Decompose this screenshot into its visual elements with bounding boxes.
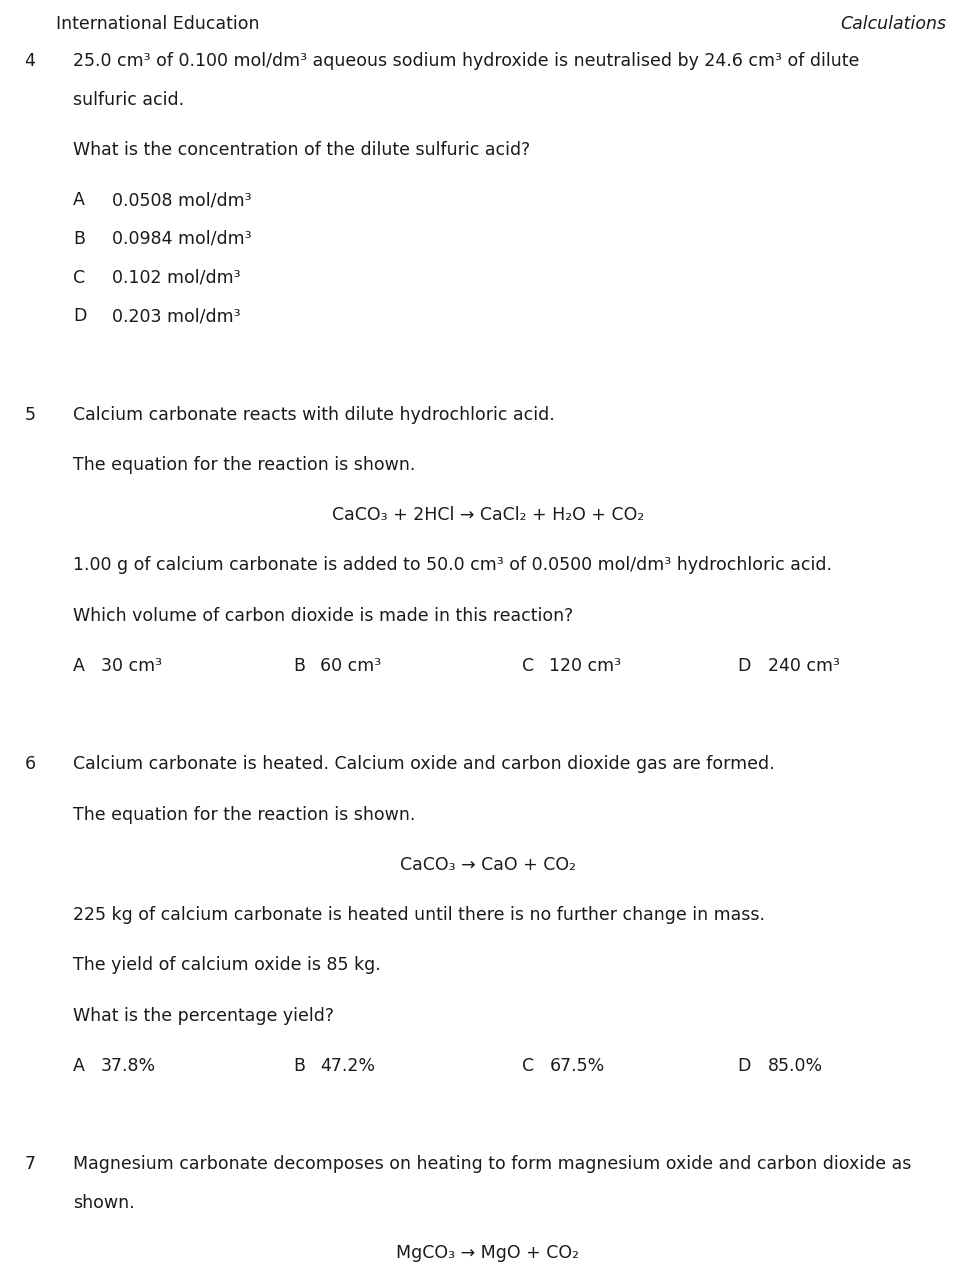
Text: B: B (73, 231, 85, 247)
Text: Calcium carbonate is heated. Calcium oxide and carbon dioxide gas are formed.: Calcium carbonate is heated. Calcium oxi… (73, 756, 775, 773)
Text: Calcium carbonate reacts with dilute hydrochloric acid.: Calcium carbonate reacts with dilute hyd… (73, 406, 555, 424)
Text: 47.2%: 47.2% (320, 1057, 375, 1074)
Text: Magnesium carbonate decomposes on heating to form magnesium oxide and carbon dio: Magnesium carbonate decomposes on heatin… (73, 1155, 912, 1173)
Text: sulfuric acid.: sulfuric acid. (73, 91, 184, 108)
Text: 6: 6 (24, 756, 35, 773)
Text: C: C (522, 657, 534, 675)
Text: 0.0984 mol/dm³: 0.0984 mol/dm³ (112, 231, 252, 247)
Text: The equation for the reaction is shown.: The equation for the reaction is shown. (73, 806, 416, 823)
Text: D: D (737, 1057, 751, 1074)
Text: 5: 5 (24, 406, 35, 424)
Text: 37.8%: 37.8% (101, 1057, 155, 1074)
Text: 7: 7 (24, 1155, 35, 1173)
Text: D: D (73, 308, 87, 325)
Text: 4: 4 (24, 53, 35, 70)
Text: What is the concentration of the dilute sulfuric acid?: What is the concentration of the dilute … (73, 142, 530, 158)
Text: The yield of calcium oxide is 85 kg.: The yield of calcium oxide is 85 kg. (73, 957, 381, 974)
Text: 0.102 mol/dm³: 0.102 mol/dm³ (112, 269, 241, 286)
Text: International Education: International Education (56, 15, 260, 33)
Text: MgCO₃ → MgO + CO₂: MgCO₃ → MgO + CO₂ (396, 1244, 580, 1262)
Text: C: C (522, 1057, 534, 1074)
Text: A: A (73, 1057, 85, 1074)
Text: A: A (73, 657, 85, 675)
Text: 30 cm³: 30 cm³ (101, 657, 162, 675)
Text: 240 cm³: 240 cm³ (768, 657, 840, 675)
Text: 1.00 g of calcium carbonate is added to 50.0 cm³ of 0.0500 mol/dm³ hydrochloric : 1.00 g of calcium carbonate is added to … (73, 556, 833, 574)
Text: Which volume of carbon dioxide is made in this reaction?: Which volume of carbon dioxide is made i… (73, 607, 574, 625)
Text: 0.0508 mol/dm³: 0.0508 mol/dm³ (112, 192, 252, 209)
Text: D: D (737, 657, 751, 675)
Text: 120 cm³: 120 cm³ (549, 657, 622, 675)
Text: 0.203 mol/dm³: 0.203 mol/dm³ (112, 308, 241, 325)
Text: B: B (293, 657, 305, 675)
Text: Calculations: Calculations (840, 15, 947, 33)
Text: B: B (293, 1057, 305, 1074)
Text: 85.0%: 85.0% (768, 1057, 823, 1074)
Text: The equation for the reaction is shown.: The equation for the reaction is shown. (73, 456, 416, 474)
Text: What is the percentage yield?: What is the percentage yield? (73, 1007, 334, 1024)
Text: A: A (73, 192, 85, 209)
Text: 225 kg of calcium carbonate is heated until there is no further change in mass.: 225 kg of calcium carbonate is heated un… (73, 907, 765, 923)
Text: 60 cm³: 60 cm³ (320, 657, 382, 675)
Text: C: C (73, 269, 85, 286)
Text: CaCO₃ → CaO + CO₂: CaCO₃ → CaO + CO₂ (400, 857, 576, 873)
Text: CaCO₃ + 2HCl → CaCl₂ + H₂O + CO₂: CaCO₃ + 2HCl → CaCl₂ + H₂O + CO₂ (332, 506, 644, 524)
Text: shown.: shown. (73, 1194, 135, 1212)
Text: 67.5%: 67.5% (549, 1057, 605, 1074)
Text: 25.0 cm³ of 0.100 mol/dm³ aqueous sodium hydroxide is neutralised by 24.6 cm³ of: 25.0 cm³ of 0.100 mol/dm³ aqueous sodium… (73, 53, 860, 70)
